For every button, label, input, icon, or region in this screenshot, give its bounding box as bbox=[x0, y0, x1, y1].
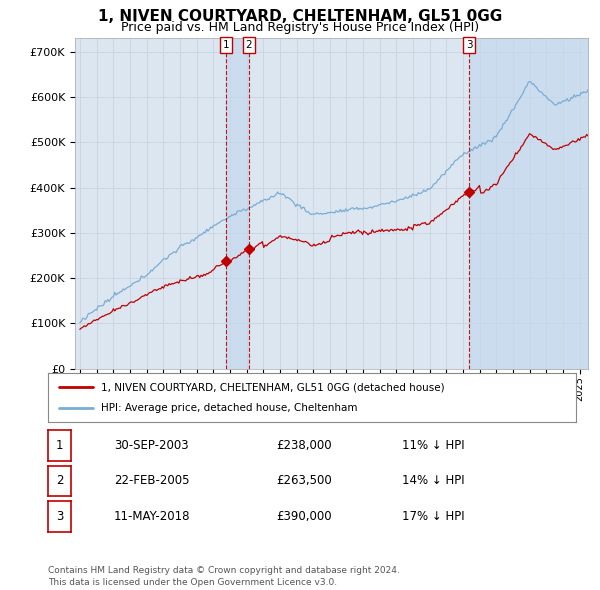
Text: £390,000: £390,000 bbox=[276, 510, 332, 523]
Text: 3: 3 bbox=[466, 40, 472, 50]
Text: 1: 1 bbox=[56, 439, 63, 452]
Text: 11% ↓ HPI: 11% ↓ HPI bbox=[402, 439, 464, 452]
Text: 1, NIVEN COURTYARD, CHELTENHAM, GL51 0GG (detached house): 1, NIVEN COURTYARD, CHELTENHAM, GL51 0GG… bbox=[101, 382, 445, 392]
Text: 3: 3 bbox=[56, 510, 63, 523]
Text: Contains HM Land Registry data © Crown copyright and database right 2024.
This d: Contains HM Land Registry data © Crown c… bbox=[48, 566, 400, 587]
Text: £238,000: £238,000 bbox=[276, 439, 332, 452]
Text: 22-FEB-2005: 22-FEB-2005 bbox=[114, 474, 190, 487]
Text: Price paid vs. HM Land Registry's House Price Index (HPI): Price paid vs. HM Land Registry's House … bbox=[121, 21, 479, 34]
Text: 2: 2 bbox=[56, 474, 63, 487]
Text: 14% ↓ HPI: 14% ↓ HPI bbox=[402, 474, 464, 487]
Text: 30-SEP-2003: 30-SEP-2003 bbox=[114, 439, 188, 452]
Text: 1, NIVEN COURTYARD, CHELTENHAM, GL51 0GG: 1, NIVEN COURTYARD, CHELTENHAM, GL51 0GG bbox=[98, 9, 502, 24]
Text: 2: 2 bbox=[245, 40, 252, 50]
Text: £263,500: £263,500 bbox=[276, 474, 332, 487]
Text: 17% ↓ HPI: 17% ↓ HPI bbox=[402, 510, 464, 523]
Text: 1: 1 bbox=[223, 40, 229, 50]
Text: HPI: Average price, detached house, Cheltenham: HPI: Average price, detached house, Chel… bbox=[101, 404, 358, 414]
Text: 11-MAY-2018: 11-MAY-2018 bbox=[114, 510, 191, 523]
